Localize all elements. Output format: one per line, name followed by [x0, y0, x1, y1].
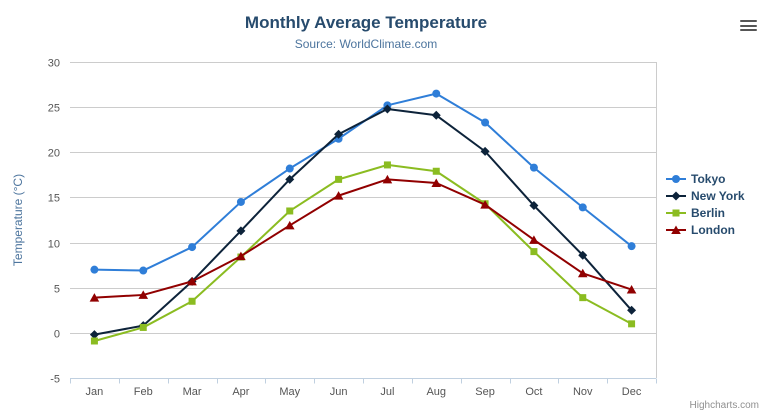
- series-point-berlin[interactable]: [579, 294, 587, 302]
- hamburger-bar: [740, 24, 757, 27]
- series-point-new-york[interactable]: [627, 305, 637, 315]
- series-point-london[interactable]: [333, 191, 344, 200]
- y-axis-tick-label: 10: [48, 239, 60, 251]
- series-point-new-york[interactable]: [89, 330, 99, 340]
- series-point-london[interactable]: [138, 290, 149, 299]
- chart-subtitle: Source: WorldClimate.com: [294, 37, 438, 51]
- series-point-london[interactable]: [529, 235, 539, 244]
- x-axis-label: Feb: [134, 386, 153, 398]
- series-line-tokyo[interactable]: [93, 92, 633, 272]
- legend-symbol-marker: [672, 174, 680, 183]
- series-point-tokyo[interactable]: [139, 266, 148, 275]
- series-point-berlin[interactable]: [188, 297, 196, 305]
- series-point-berlin[interactable]: [432, 167, 440, 175]
- series-point-berlin[interactable]: [286, 207, 294, 215]
- x-axis-label: Jul: [380, 386, 394, 398]
- series-point-new-york[interactable]: [382, 104, 392, 114]
- series-point-london[interactable]: [187, 276, 197, 286]
- hamburger-bar: [740, 29, 757, 31]
- hamburger-bar: [740, 20, 757, 22]
- series-point-tokyo[interactable]: [578, 203, 587, 212]
- legend-label: London: [691, 222, 735, 237]
- x-axis-label: Nov: [573, 386, 593, 398]
- x-axis-label: Jan: [86, 386, 104, 398]
- series-point-london[interactable]: [431, 178, 442, 187]
- legend-diamond-marker-icon: [666, 191, 686, 200]
- series-point-new-york[interactable]: [529, 201, 539, 211]
- legend-item-berlin[interactable]: Berlin: [666, 204, 745, 221]
- series-line-new-york[interactable]: [93, 107, 633, 336]
- y-axis-tick-label: 15: [48, 193, 60, 205]
- series-point-london[interactable]: [480, 200, 490, 209]
- series-point-london[interactable]: [89, 293, 100, 302]
- series-point-london[interactable]: [626, 285, 637, 294]
- legend-label: Berlin: [691, 205, 726, 220]
- series-point-new-york[interactable]: [285, 174, 295, 184]
- hamburger-icon: [740, 20, 757, 31]
- y-axis-tick-label: 5: [54, 284, 60, 296]
- series-point-london[interactable]: [284, 220, 295, 230]
- series-point-tokyo[interactable]: [236, 197, 245, 206]
- series-point-berlin[interactable]: [90, 337, 98, 345]
- series-point-new-york[interactable]: [236, 226, 246, 236]
- series-line-berlin[interactable]: [93, 163, 633, 342]
- x-axis-label: Sep: [475, 386, 495, 398]
- series-point-london[interactable]: [577, 268, 588, 278]
- series-point-berlin[interactable]: [383, 161, 391, 169]
- legend-square-marker-icon: [666, 209, 686, 216]
- series-point-new-york[interactable]: [578, 250, 588, 260]
- legend-label: New York: [691, 188, 745, 203]
- series-point-tokyo[interactable]: [529, 163, 538, 172]
- x-axis-label: Apr: [232, 386, 249, 398]
- series-point-berlin[interactable]: [139, 323, 147, 331]
- legend-symbol-marker: [671, 225, 681, 234]
- highcharts-credits-link[interactable]: Highcharts.com: [689, 400, 759, 411]
- legend-label: Tokyo: [691, 171, 726, 186]
- x-axis-label: Mar: [183, 386, 202, 398]
- legend-triangle-marker-icon: [666, 225, 686, 234]
- series-point-tokyo[interactable]: [432, 89, 441, 98]
- series-point-tokyo[interactable]: [481, 118, 490, 127]
- series-line-london[interactable]: [93, 178, 633, 299]
- y-axis-title: Temperature (°C): [11, 174, 25, 266]
- series-point-london[interactable]: [236, 251, 246, 261]
- x-axis-label: Dec: [622, 386, 642, 398]
- legend-symbol-marker: [672, 209, 680, 216]
- x-axis-label: Oct: [525, 386, 542, 398]
- y-axis-tick-label: -5: [50, 374, 60, 386]
- series-point-new-york[interactable]: [480, 146, 490, 156]
- x-axis-label: Aug: [426, 386, 446, 398]
- legend-item-new-york[interactable]: New York: [666, 187, 745, 204]
- chart-title: Monthly Average Temperature: [244, 13, 488, 32]
- legend-item-tokyo[interactable]: Tokyo: [666, 170, 745, 187]
- y-axis-tick-label: 25: [48, 103, 60, 115]
- series-point-tokyo[interactable]: [90, 265, 99, 274]
- legend-item-london[interactable]: London: [666, 221, 745, 238]
- y-axis-tick-label: 20: [48, 148, 60, 160]
- series-point-new-york[interactable]: [431, 110, 441, 120]
- series-point-berlin[interactable]: [530, 248, 538, 256]
- series-point-tokyo[interactable]: [188, 243, 197, 252]
- series-point-london[interactable]: [382, 174, 393, 184]
- series-point-tokyo[interactable]: [627, 242, 636, 251]
- series-point-berlin[interactable]: [628, 320, 636, 328]
- x-axis-label: May: [279, 386, 300, 398]
- series-point-tokyo[interactable]: [285, 164, 294, 173]
- x-axis-label: Jun: [330, 386, 348, 398]
- y-axis-tick-label: 0: [54, 329, 60, 341]
- legend-circle-marker-icon: [666, 174, 686, 183]
- legend: Tokyo New York Berlin London: [666, 170, 745, 238]
- export-menu-button[interactable]: [740, 20, 757, 34]
- series-point-berlin[interactable]: [335, 175, 343, 183]
- legend-symbol-marker: [671, 191, 681, 200]
- y-axis-tick-label: 30: [48, 58, 60, 70]
- series-point-new-york[interactable]: [334, 129, 344, 139]
